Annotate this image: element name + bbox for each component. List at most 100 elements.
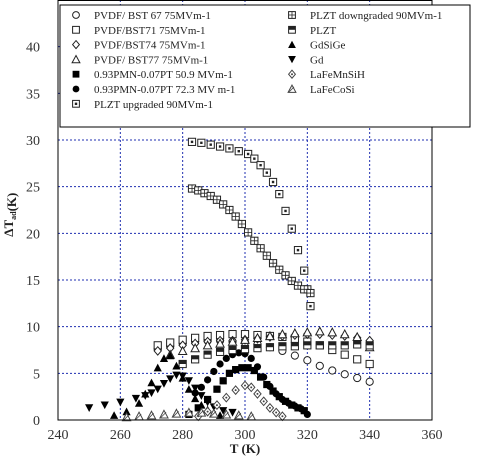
data-point	[291, 402, 299, 410]
tick-labels: 240 260 280 300 320 340 360 0 5 10 15 20 25 30 35 40	[26, 41, 443, 443]
data-point	[287, 224, 296, 233]
data-point	[172, 371, 181, 380]
x-tick-label: 360	[422, 428, 443, 443]
data-point	[247, 354, 255, 362]
legend-marker	[288, 40, 296, 48]
data-point	[340, 370, 349, 379]
legend-marker	[288, 56, 296, 64]
data-point	[159, 409, 169, 419]
data-point	[293, 246, 303, 255]
legend-marker	[71, 54, 81, 64]
data-point	[281, 397, 290, 405]
data-point	[278, 411, 287, 422]
data-point	[297, 405, 305, 413]
data-point	[340, 350, 349, 359]
data-point	[183, 407, 194, 417]
data-point	[166, 351, 175, 360]
data-point	[281, 206, 290, 216]
data-point	[228, 345, 237, 355]
x-axis-label: T (K)	[230, 441, 260, 456]
data-point	[244, 364, 252, 372]
data-point	[365, 359, 374, 369]
data-point	[250, 236, 259, 245]
data-point	[268, 177, 278, 187]
data-point	[221, 409, 232, 419]
data-point	[300, 266, 309, 275]
data-point	[196, 407, 207, 417]
legend-label: PVDF/BST74 75MVm-1	[94, 40, 206, 52]
data-point	[178, 359, 187, 369]
data-point	[184, 377, 193, 385]
legend-entry: PLZT upgraded 90MVm-1	[72, 99, 213, 111]
data-point	[365, 377, 374, 386]
legend-label: GdSiGe	[310, 40, 346, 52]
data-point	[216, 360, 224, 368]
y-tick-label: 20	[26, 227, 40, 242]
data-point	[277, 328, 288, 339]
data-point	[306, 302, 315, 311]
legend-entry: PVDF/BST74 75MVm-1	[71, 40, 206, 52]
legend-label: 0.93PMN-0.07PT 50.9 MVm-1	[94, 69, 233, 81]
data-point	[275, 265, 284, 274]
series-8	[178, 340, 374, 369]
data-point	[206, 140, 215, 149]
data-point	[215, 142, 225, 151]
data-point	[219, 200, 228, 209]
y-tick-label: 10	[26, 321, 40, 336]
data-point	[266, 382, 274, 390]
legend-marker	[72, 25, 80, 34]
legend-entry: LaFeMnSiH	[287, 69, 365, 81]
series-1	[153, 330, 374, 369]
data-point	[290, 351, 299, 360]
data-point	[227, 336, 238, 346]
x-tick-label: 280	[172, 428, 193, 443]
data-point	[272, 390, 280, 398]
data-point	[231, 212, 240, 221]
series-3	[165, 326, 375, 359]
data-point	[302, 327, 313, 337]
legend-entry: 0.93PMN-0.07PT 72.3 MV m-1	[72, 84, 235, 96]
data-point	[159, 354, 169, 362]
data-point	[184, 385, 193, 393]
legend-label: Gd	[310, 54, 324, 66]
data-point	[238, 364, 246, 372]
data-point	[178, 372, 187, 381]
data-point	[233, 410, 244, 420]
data-point	[314, 326, 325, 336]
data-point	[197, 392, 206, 400]
data-point	[306, 288, 315, 298]
series-12	[121, 407, 257, 422]
x-tick-label: 240	[48, 428, 69, 443]
legend-entry: PVDF/ BST 67 75MVm-1	[72, 10, 211, 22]
data-point	[203, 350, 212, 359]
data-point	[212, 195, 222, 204]
legend-label: LaFeMnSiH	[310, 69, 365, 81]
data-point	[259, 396, 268, 407]
data-point	[315, 361, 324, 370]
data-point	[235, 349, 243, 357]
data-point	[303, 410, 311, 418]
data-point	[225, 369, 234, 377]
data-point	[328, 341, 337, 350]
data-point	[122, 407, 131, 416]
legend-marker	[288, 25, 296, 34]
data-point	[110, 411, 119, 419]
data-point	[327, 327, 338, 337]
series-11	[193, 380, 287, 422]
data-point	[278, 342, 287, 351]
data-point	[202, 340, 213, 350]
legend-marker	[72, 11, 80, 19]
data-point	[153, 363, 162, 372]
data-point	[271, 407, 281, 418]
data-point	[256, 161, 265, 170]
data-point	[263, 380, 271, 389]
data-point	[197, 400, 206, 409]
data-point	[147, 378, 156, 387]
data-point	[244, 149, 253, 159]
data-point	[231, 385, 240, 396]
data-point	[262, 168, 271, 177]
data-point	[265, 343, 275, 352]
data-point	[225, 144, 234, 153]
data-point	[219, 407, 228, 415]
series-6	[187, 137, 315, 311]
